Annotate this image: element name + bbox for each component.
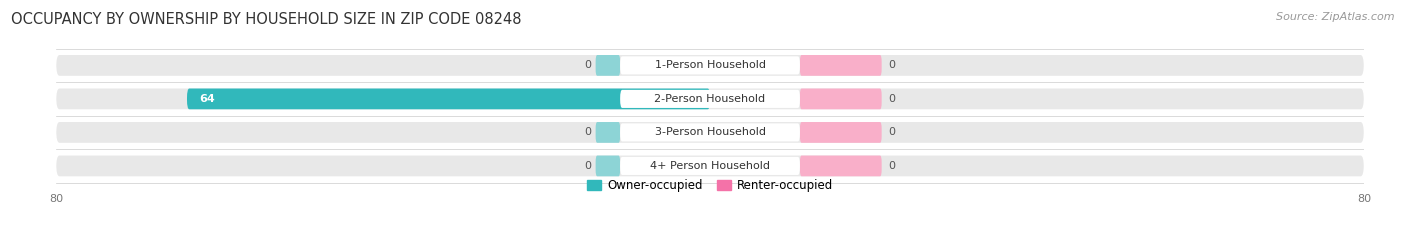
Text: 2-Person Household: 2-Person Household [654, 94, 766, 104]
FancyBboxPatch shape [800, 55, 882, 76]
FancyBboxPatch shape [56, 55, 1364, 76]
Text: 3-Person Household: 3-Person Household [655, 127, 765, 137]
FancyBboxPatch shape [800, 122, 882, 143]
Text: 0: 0 [889, 60, 896, 70]
Text: 0: 0 [889, 127, 896, 137]
Text: 64: 64 [200, 94, 215, 104]
Text: 0: 0 [889, 161, 896, 171]
Text: 0: 0 [585, 127, 592, 137]
FancyBboxPatch shape [56, 89, 1364, 109]
FancyBboxPatch shape [596, 122, 620, 143]
Text: 0: 0 [585, 161, 592, 171]
FancyBboxPatch shape [187, 89, 710, 109]
Legend: Owner-occupied, Renter-occupied: Owner-occupied, Renter-occupied [582, 175, 838, 197]
FancyBboxPatch shape [596, 156, 620, 176]
Text: OCCUPANCY BY OWNERSHIP BY HOUSEHOLD SIZE IN ZIP CODE 08248: OCCUPANCY BY OWNERSHIP BY HOUSEHOLD SIZE… [11, 12, 522, 27]
FancyBboxPatch shape [620, 157, 800, 175]
FancyBboxPatch shape [800, 89, 882, 109]
FancyBboxPatch shape [800, 156, 882, 176]
Text: 0: 0 [585, 60, 592, 70]
FancyBboxPatch shape [620, 56, 800, 75]
FancyBboxPatch shape [56, 122, 1364, 143]
Text: Source: ZipAtlas.com: Source: ZipAtlas.com [1277, 12, 1395, 22]
Text: 4+ Person Household: 4+ Person Household [650, 161, 770, 171]
FancyBboxPatch shape [56, 156, 1364, 176]
Text: 1-Person Household: 1-Person Household [655, 60, 765, 70]
FancyBboxPatch shape [620, 123, 800, 141]
FancyBboxPatch shape [620, 90, 800, 108]
FancyBboxPatch shape [596, 55, 620, 76]
Text: 0: 0 [889, 94, 896, 104]
